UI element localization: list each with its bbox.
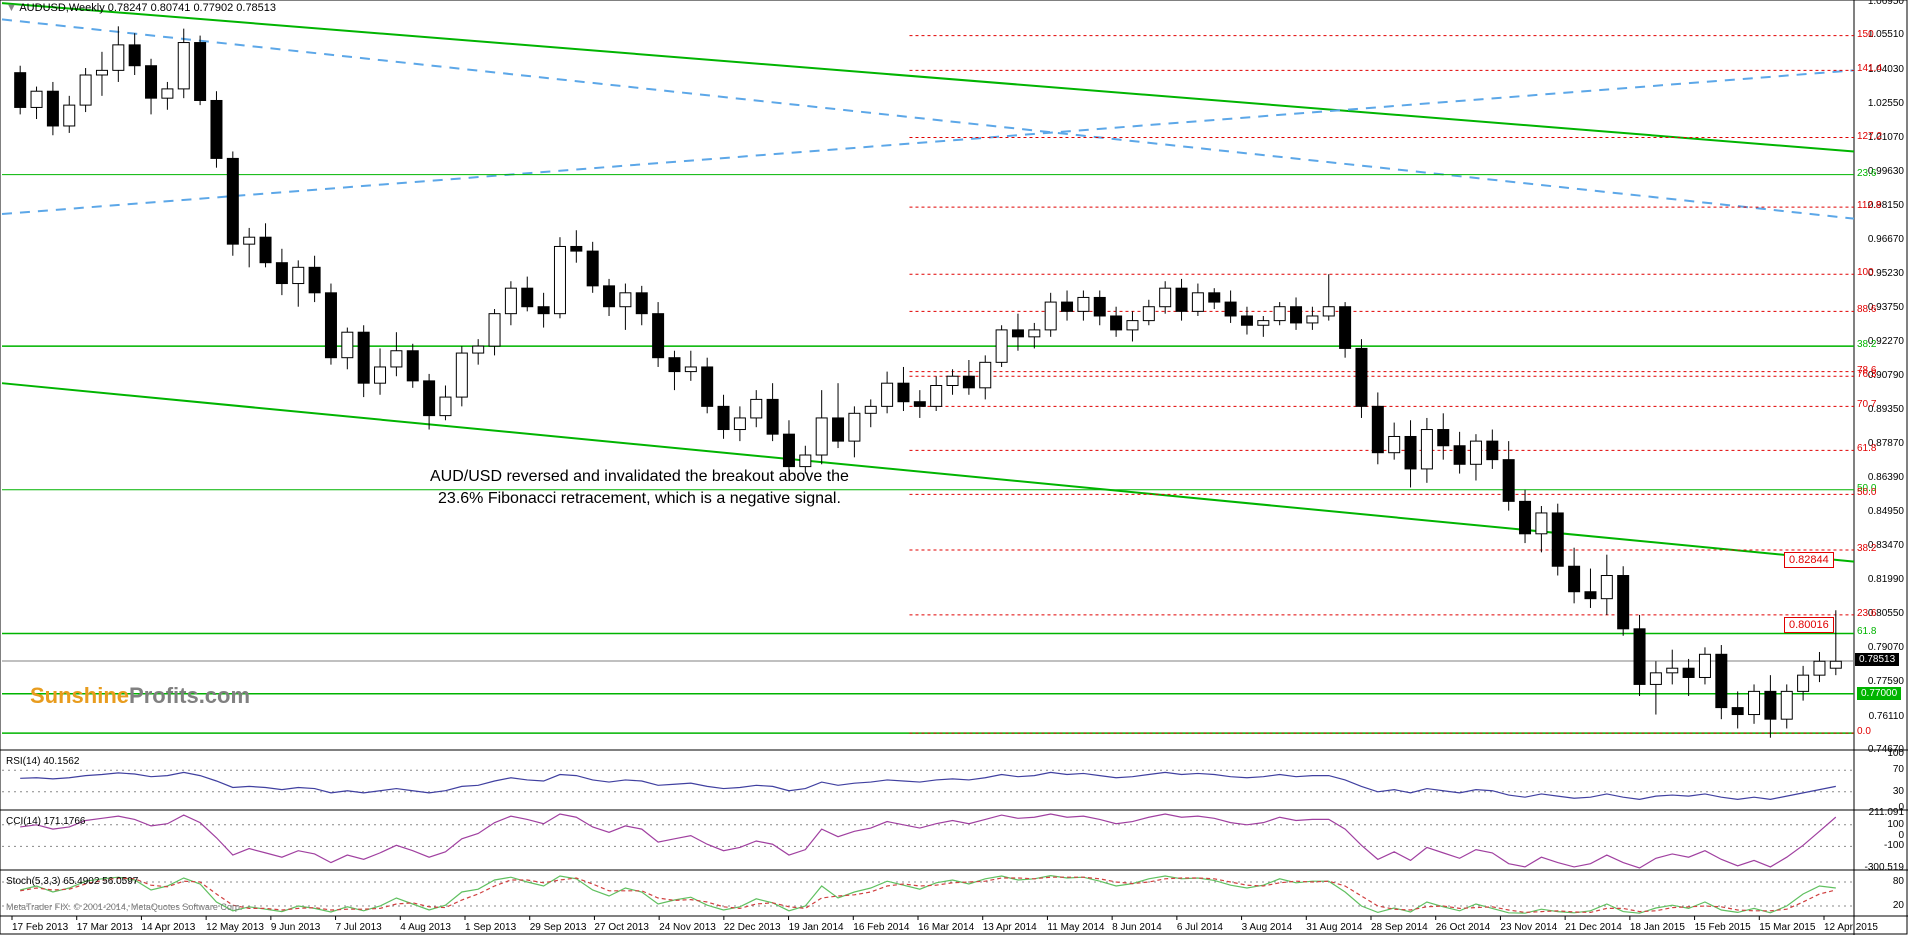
x-axis-tick: 3 Aug 2014: [1242, 922, 1293, 933]
symbol-label: AUDUSD,Weekly: [19, 2, 104, 14]
fib-red-label: 23.6: [1857, 608, 1876, 619]
fib-red-label: 150: [1857, 29, 1874, 40]
chart-title: ▼ AUDUSD,Weekly 0.78247 0.80741 0.77902 …: [6, 2, 276, 14]
indicator-level: 80: [1893, 876, 1904, 887]
x-axis-tick: 23 Nov 2014: [1500, 922, 1557, 933]
indicator-level: 100: [1887, 819, 1904, 830]
brand-watermark: SunshineProfits.com: [30, 683, 250, 709]
x-axis-tick: 18 Jan 2015: [1630, 922, 1685, 933]
indicator-level: -100: [1884, 840, 1904, 851]
x-axis-tick: 31 Aug 2014: [1306, 922, 1362, 933]
x-axis-tick: 15 Feb 2015: [1695, 922, 1751, 933]
chart-svg[interactable]: [0, 0, 1908, 935]
x-axis-tick: 17 Feb 2013: [12, 922, 68, 933]
x-axis-tick: 12 Apr 2015: [1824, 922, 1878, 933]
fib-level-label: 61.8: [1857, 626, 1876, 637]
fib-red-label: 38.2: [1857, 543, 1876, 554]
x-axis-tick: 21 Dec 2014: [1565, 922, 1622, 933]
indicator-level: 70: [1893, 764, 1904, 775]
x-axis-tick: 26 Oct 2014: [1436, 922, 1490, 933]
x-axis-tick: 1 Sep 2013: [465, 922, 516, 933]
y-axis-tick: 0.77590: [1868, 676, 1904, 687]
fib-level-label: 23.6: [1857, 168, 1876, 179]
x-axis-tick: 16 Mar 2014: [918, 922, 974, 933]
fib-red-label: 100: [1857, 267, 1874, 278]
ohlc-o: 0.78247: [108, 2, 148, 14]
ohlc-l: 0.77902: [193, 2, 233, 14]
fib-red-label: 141.4: [1857, 63, 1882, 74]
y-axis-tick: 0.76110: [1869, 711, 1904, 722]
indicator-level: 20: [1893, 900, 1904, 911]
copyright-text: MetaTrader FIX. © 2001-2014, MetaQuotes …: [6, 902, 242, 912]
x-axis-tick: 4 Aug 2013: [400, 922, 451, 933]
fib-red-label: 88.6: [1857, 304, 1876, 315]
y-axis-tick: 1.06950: [1868, 0, 1904, 7]
indicator-level: 211.091: [1869, 807, 1904, 818]
x-axis-tick: 13 Apr 2014: [983, 922, 1037, 933]
fib-red-label: 76.3: [1857, 369, 1876, 380]
x-axis-tick: 16 Feb 2014: [853, 922, 909, 933]
x-axis-tick: 24 Nov 2013: [659, 922, 716, 933]
indicator-level: 0: [1898, 830, 1904, 841]
y-axis-tick: 1.02550: [1868, 98, 1904, 109]
x-axis-tick: 9 Jun 2013: [271, 922, 321, 933]
x-axis-tick: 22 Dec 2013: [724, 922, 781, 933]
indicator-label: CCI(14) 171.1766: [6, 816, 86, 827]
y-axis-tick: 0.81990: [1868, 574, 1904, 585]
x-axis-tick: 6 Jul 2014: [1177, 922, 1223, 933]
indicator-label: Stoch(5,3,3) 65.4902 56.0597: [6, 876, 138, 887]
x-axis-tick: 11 May 2014: [1047, 922, 1104, 933]
x-axis-tick: 17 Mar 2013: [77, 922, 133, 933]
annotation-text: AUD/USD reversed and invalidated the bre…: [430, 466, 849, 511]
y-axis-tick: 0.84950: [1868, 506, 1904, 517]
x-axis-tick: 19 Jan 2014: [789, 922, 844, 933]
x-axis-tick: 27 Oct 2013: [594, 922, 648, 933]
ohlc-c: 0.78513: [236, 2, 276, 14]
fib-red-label: 112.8: [1857, 200, 1881, 211]
x-axis-tick: 7 Jul 2013: [336, 922, 382, 933]
x-axis-tick: 12 May 2013: [206, 922, 264, 933]
fib-red-label: 127.2: [1857, 131, 1882, 142]
y-axis-tick: 0.96670: [1868, 234, 1904, 245]
indicator-label: RSI(14) 40.1562: [6, 756, 79, 767]
fib-red-label: 70.7: [1857, 399, 1876, 410]
ohlc-h: 0.80741: [151, 2, 191, 14]
indicator-level: 100: [1887, 748, 1904, 759]
fib-red-label: 61.8: [1857, 443, 1876, 454]
fib-level-label: 0.77000: [1857, 687, 1901, 700]
fib-red-label: 50.0: [1857, 487, 1876, 498]
fib-level-label: 38.2: [1857, 339, 1876, 350]
y-axis-tick: 0.86390: [1868, 472, 1904, 483]
dropdown-icon: ▼: [6, 2, 17, 14]
x-axis-tick: 15 Mar 2015: [1759, 922, 1815, 933]
price-box: 0.80016: [1784, 617, 1834, 633]
chart-root: 1.069501.055101.040301.025501.010700.996…: [0, 0, 1908, 935]
y-axis-tick: 0.79070: [1868, 642, 1904, 653]
price-box: 0.82844: [1784, 552, 1834, 568]
x-axis-tick: 29 Sep 2013: [530, 922, 587, 933]
fib-red-label: 0.0: [1857, 726, 1871, 737]
indicator-level: -300.519: [1865, 862, 1904, 873]
indicator-level: 30: [1893, 786, 1904, 797]
x-axis-tick: 14 Apr 2013: [141, 922, 195, 933]
x-axis-tick: 8 Jun 2014: [1112, 922, 1162, 933]
x-axis-tick: 28 Sep 2014: [1371, 922, 1428, 933]
current-price-label: 0.78513: [1855, 653, 1899, 666]
